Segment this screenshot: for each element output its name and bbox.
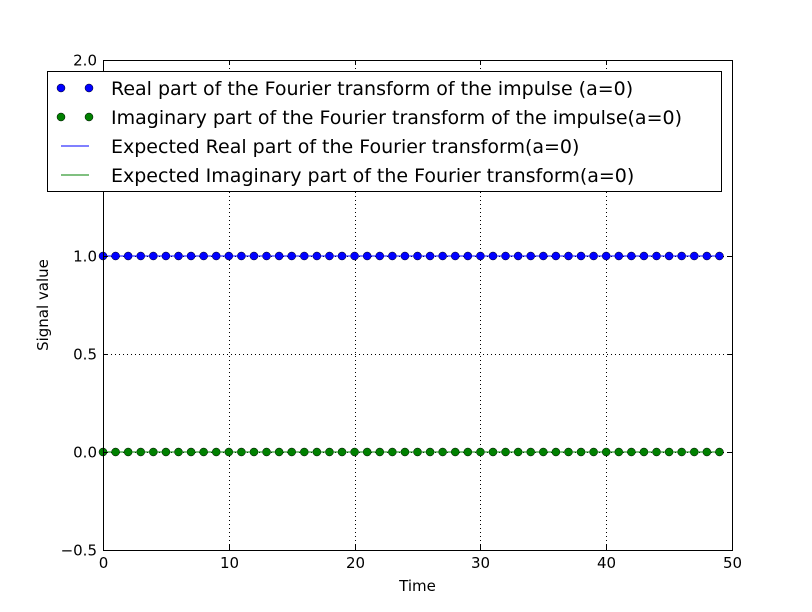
legend-label: Expected Real part of the Fourier transf… [111, 136, 579, 158]
legend-marker-swatch [84, 83, 94, 93]
legend-marker-swatch [56, 112, 66, 122]
x-tick-label: 40 [597, 554, 616, 572]
legend-label: Expected Imaginary part of the Fourier t… [111, 165, 634, 187]
legend-marker-swatch [84, 112, 94, 122]
y-tick-label: 1.0 [73, 248, 97, 266]
legend: Real part of the Fourier transform of th… [47, 71, 722, 192]
legend-label: Imaginary part of the Fourier transform … [111, 107, 682, 129]
x-tick-label: 50 [723, 554, 742, 572]
legend-item: Expected Imaginary part of the Fourier t… [61, 165, 634, 187]
y-tick-label: 0.5 [73, 346, 97, 364]
y-tick-label: 2.0 [73, 52, 97, 70]
y-tick-label: −0.5 [61, 542, 97, 560]
x-tick-label: 30 [471, 554, 490, 572]
legend-label: Real part of the Fourier transform of th… [111, 78, 633, 100]
x-tick-label: 10 [220, 554, 239, 572]
plot-area [98, 251, 724, 457]
y-axis-label: Signal value [34, 259, 52, 351]
legend-item: Real part of the Fourier transform of th… [56, 78, 633, 100]
legend-box [47, 71, 722, 192]
legend-marker-swatch [56, 83, 66, 93]
x-tick-label: 0 [99, 554, 109, 572]
y-tick-label: 0.0 [73, 444, 97, 462]
x-axis-label: Time [398, 577, 436, 595]
ticks: 0 10 20 30 40 50 −0.5 0.0 0.5 1.0 2.0 [61, 52, 742, 573]
legend-item: Expected Real part of the Fourier transf… [61, 136, 579, 158]
axes-frame [103, 60, 733, 551]
x-tick-label: 20 [346, 554, 365, 572]
legend-item: Imaginary part of the Fourier transform … [56, 107, 682, 129]
